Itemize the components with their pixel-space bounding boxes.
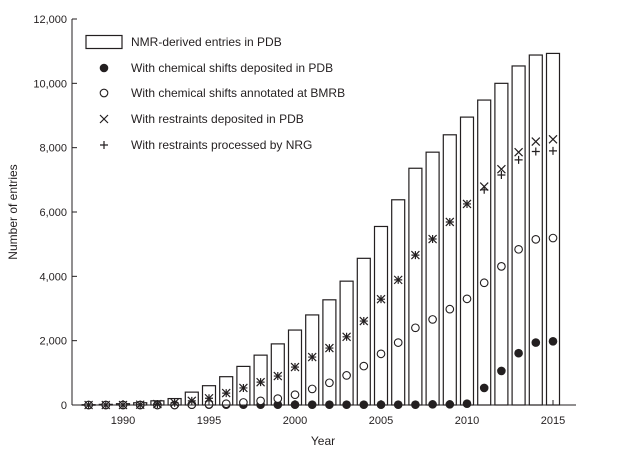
data-point-plus [359, 317, 368, 326]
y-tick-label: 0 [61, 400, 67, 412]
data-point-plus [445, 217, 454, 226]
data-point-plus [291, 363, 299, 372]
x-tick-label: 2010 [455, 415, 479, 427]
x-axis-label: Year [311, 434, 335, 448]
data-point-plus [308, 353, 317, 362]
data-point-x [496, 164, 506, 174]
data-point-open-circle [256, 396, 265, 406]
x-tick-label: 2005 [369, 415, 393, 427]
y-tick-label: 10,000 [33, 78, 67, 90]
bar [494, 82, 509, 406]
bar [477, 99, 492, 406]
data-point-plus [394, 275, 403, 284]
data-point-plus [239, 383, 248, 392]
legend-marker-plus [100, 141, 108, 149]
legend-label: With restraints deposited in PDB [131, 112, 304, 126]
bars-layer [81, 52, 561, 406]
legend-label: With chemical shifts deposited in PDB [131, 61, 333, 75]
data-point-plus [531, 147, 540, 156]
data-point-open-circle [221, 399, 231, 409]
data-point-filled-circle [428, 400, 437, 409]
data-point-plus [497, 171, 506, 180]
bar [459, 116, 475, 406]
data-point-plus [153, 400, 162, 409]
data-point-open-circle [548, 233, 558, 243]
data-point-open-circle [376, 349, 386, 359]
data-point-plus [273, 372, 282, 381]
data-point-open-circle [239, 398, 248, 407]
x-tick-label: 2000 [283, 415, 307, 427]
data-point-plus [514, 155, 523, 164]
data-point-open-circle [411, 323, 420, 333]
data-point-plus [428, 235, 437, 244]
data-point-filled-circle [514, 348, 523, 358]
bar [373, 225, 389, 406]
data-point-open-circle [514, 244, 523, 254]
data-point-x [548, 134, 558, 144]
legend: NMR-derived entries in PDB With chemical … [85, 34, 345, 152]
bar [408, 167, 423, 406]
data-point-plus [377, 295, 385, 304]
data-point-x [531, 137, 541, 146]
data-point-plus [411, 251, 420, 260]
legend-marker-filled-circle [99, 63, 109, 73]
data-point-plus [325, 344, 334, 353]
bar [545, 52, 561, 406]
data-point-open-circle [325, 378, 334, 388]
data-point-filled-circle [531, 338, 541, 347]
y-tick-label: 12,000 [33, 14, 67, 26]
x-tick-label: 1990 [111, 415, 135, 427]
data-point-x [514, 147, 524, 157]
data-point-open-circle [307, 384, 317, 394]
bar [356, 257, 371, 406]
bar [391, 199, 406, 406]
data-point-plus [222, 389, 231, 398]
y-tick-label: 8,000 [39, 143, 67, 155]
data-point-open-circle [273, 394, 283, 403]
legend-marker-bar [85, 34, 123, 50]
data-point-open-circle [445, 304, 455, 314]
legend-label: NMR-derived entries in PDB [131, 35, 282, 49]
data-point-open-circle [479, 278, 489, 288]
data-point-plus [256, 378, 265, 387]
data-point-plus [342, 332, 351, 341]
bar [322, 299, 337, 406]
legend-label: With chemical shifts annotated at BMRB [131, 86, 345, 100]
data-point-plus [463, 199, 471, 208]
data-point-open-circle [531, 234, 541, 244]
data-point-plus [549, 146, 557, 155]
bar [528, 54, 543, 406]
data-point-filled-circle [548, 337, 558, 346]
y-tick-label: 6,000 [39, 207, 67, 219]
data-point-open-circle [393, 338, 403, 347]
bar [425, 151, 440, 406]
data-point-open-circle [359, 361, 369, 371]
bar [442, 134, 457, 406]
data-point-filled-circle [497, 366, 506, 376]
bar [339, 280, 354, 406]
data-point-filled-circle [445, 400, 455, 409]
y-axis-label: Number of entries [6, 164, 20, 259]
legend-label: With restraints processed by NRG [131, 138, 312, 152]
y-tick-label: 2,000 [39, 336, 67, 348]
data-point-plus [187, 396, 196, 405]
data-point-plus [480, 185, 489, 194]
data-point-open-circle [428, 315, 437, 324]
x-tick-label: 2015 [541, 415, 565, 427]
data-point-open-circle [462, 294, 472, 304]
x-tick-label: 1995 [197, 415, 221, 427]
legend-marker-x [99, 114, 109, 124]
data-point-filled-circle [479, 383, 489, 393]
axes: 0 2,000 4,000 6,000 8,000 10,000 12,000 1990 199… [33, 14, 576, 427]
data-point-open-circle [290, 390, 300, 400]
data-point-open-circle [497, 262, 506, 271]
legend-marker-open-circle [99, 88, 109, 98]
y-tick-label: 4,000 [39, 271, 67, 283]
data-point-open-circle [342, 371, 351, 380]
